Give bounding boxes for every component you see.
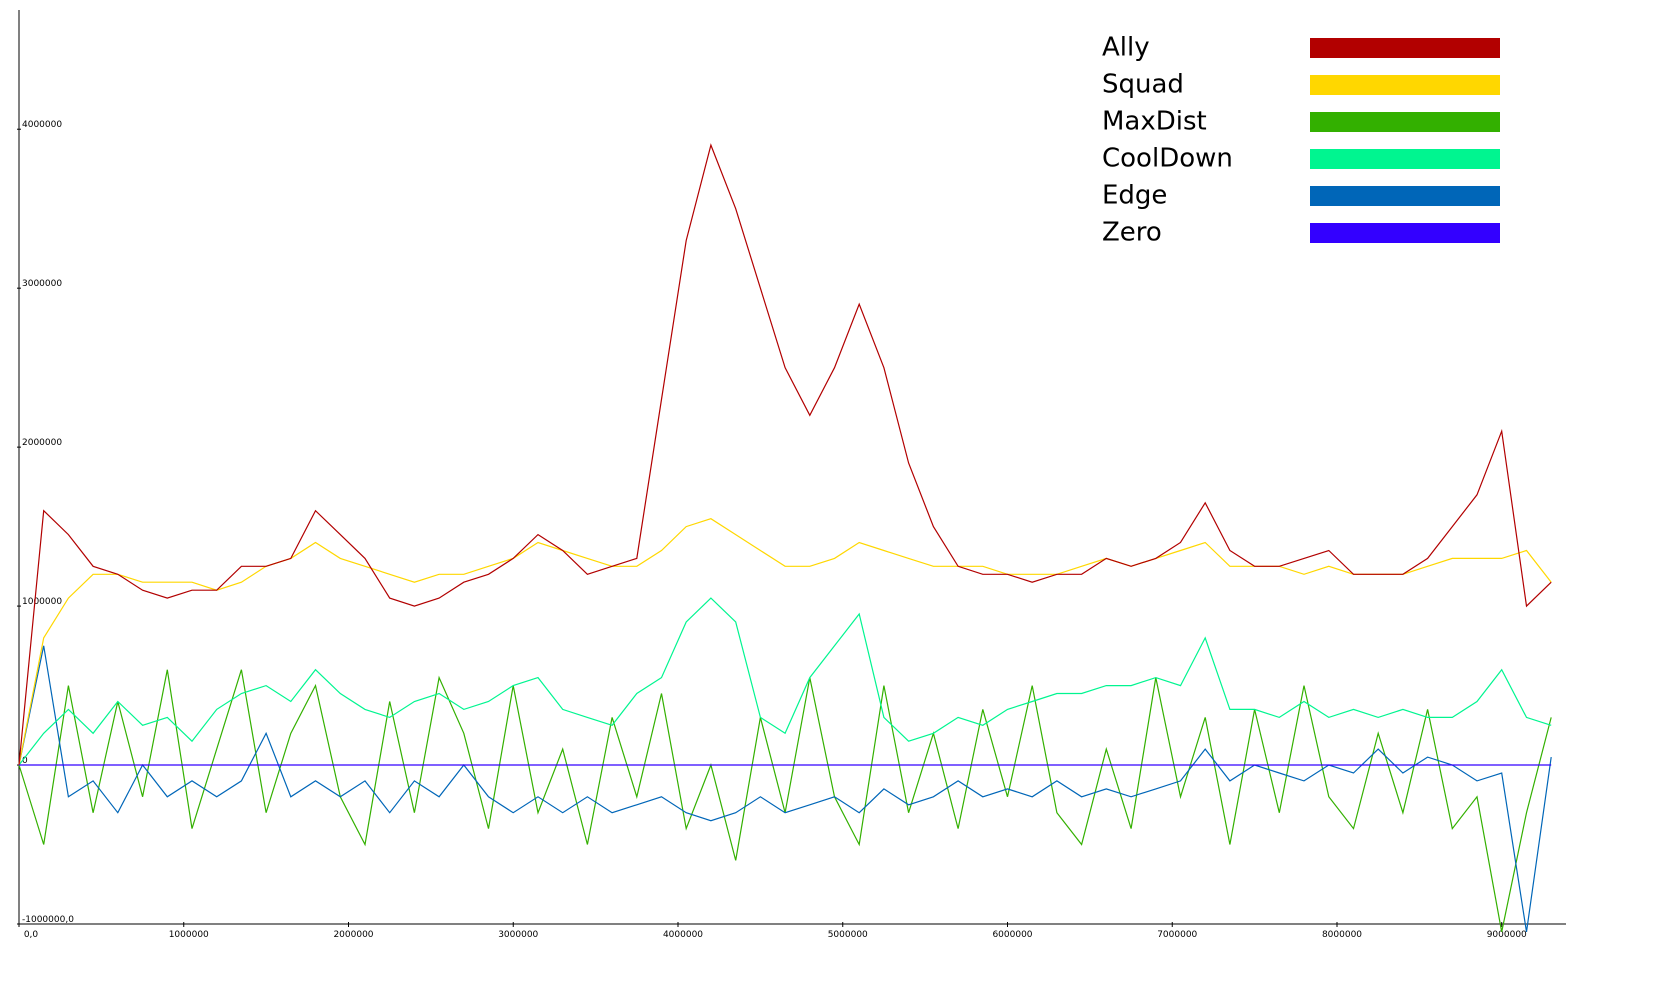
series-line — [18, 518, 1552, 766]
legend-label: MaxDist — [1102, 107, 1207, 137]
legend-swatch — [1310, 223, 1500, 243]
x-tick-label: 9000000 — [1487, 930, 1527, 940]
legend-swatch — [1310, 112, 1500, 132]
legend-label: Edge — [1102, 181, 1167, 211]
series-line — [18, 669, 1552, 933]
x-tick-label: 7000000 — [1157, 930, 1197, 940]
legend-swatch — [1310, 149, 1500, 169]
x-tick-label: 4000000 — [663, 930, 703, 940]
y-tick-label: 4000000 — [22, 120, 62, 130]
y-tick-label: -1000000,0 — [22, 915, 74, 925]
y-tick-label: 0 — [22, 756, 28, 766]
legend-label: CoolDown — [1102, 144, 1233, 174]
x-tick-label: 8000000 — [1322, 930, 1362, 940]
legend-label: Ally — [1102, 33, 1150, 63]
series-line — [18, 143, 1552, 766]
legend-swatch — [1310, 38, 1500, 58]
legend-label: Squad — [1102, 70, 1184, 100]
x-tick-label: 2000000 — [333, 930, 373, 940]
legend-swatch — [1310, 186, 1500, 206]
x-tick-label: 1000000 — [169, 930, 209, 940]
x-tick-label: 3000000 — [498, 930, 538, 940]
legend-swatch — [1310, 75, 1500, 95]
series-line — [18, 597, 1552, 766]
x-tick-label: 5000000 — [828, 930, 868, 940]
x-tick-label: 0,0 — [24, 930, 39, 940]
y-tick-label: 1000000 — [22, 597, 62, 607]
y-tick-label: 3000000 — [22, 279, 62, 289]
x-tick-label: 6000000 — [992, 930, 1032, 940]
y-tick-label: 2000000 — [22, 438, 62, 448]
series-line — [18, 645, 1552, 932]
legend-label: Zero — [1102, 218, 1162, 248]
